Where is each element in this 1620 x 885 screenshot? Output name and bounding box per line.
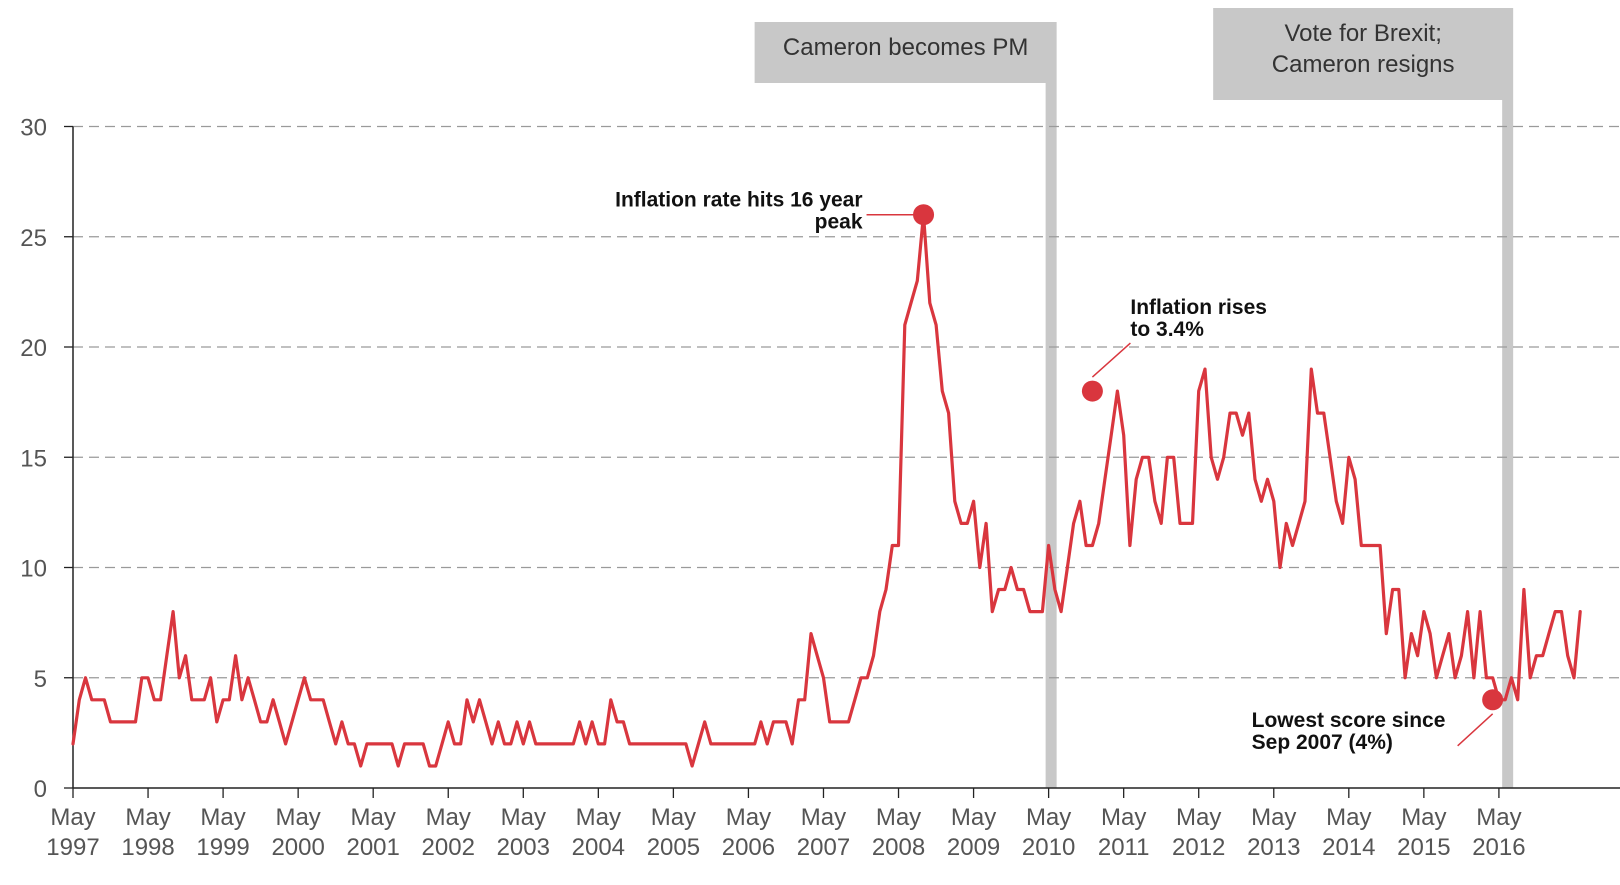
x-tick-year: 2001 (346, 834, 399, 861)
x-tick-year: 1997 (46, 834, 99, 861)
y-tick-label: 15 (20, 445, 47, 472)
x-tick-year: 1998 (121, 834, 174, 861)
axes: 0 5 10 15 20 25 30 May 1997 May 1998 May 1999 May 2000… (20, 115, 1620, 861)
annotation-text: Inflation rate hits 16 year (615, 189, 862, 212)
event-bar (1502, 100, 1514, 788)
x-tick-year: 2005 (647, 834, 700, 861)
x-tick-year: 1999 (196, 834, 249, 861)
x-tick-month: May (801, 804, 846, 831)
x-tick-year: 2002 (422, 834, 475, 861)
event-label: Cameron becomes PM (783, 34, 1028, 61)
x-tick-month: May (651, 804, 696, 831)
x-tick-month: May (1101, 804, 1146, 831)
event-label: Vote for Brexit; (1284, 20, 1441, 47)
x-tick-month: May (576, 804, 621, 831)
x-tick-month: May (200, 804, 245, 831)
x-tick-month: May (1476, 804, 1521, 831)
event-label: Cameron resigns (1272, 51, 1455, 78)
x-tick-year: 2016 (1472, 834, 1525, 861)
annotation-leader (1457, 713, 1494, 747)
x-tick-year: 2006 (722, 834, 775, 861)
x-tick-month: May (1251, 804, 1296, 831)
y-tick-label: 30 (20, 115, 47, 142)
y-tick-label: 0 (34, 776, 47, 803)
x-tick-month: May (426, 804, 471, 831)
x-tick-year: 2010 (1022, 834, 1075, 861)
event-markers: Cameron becomes PM Vote for Brexit; Camero… (754, 8, 1514, 788)
x-tick-month: May (1026, 804, 1071, 831)
x-tick-month: May (275, 804, 320, 831)
x-tick-month: May (1176, 804, 1221, 831)
y-tick-label: 10 (20, 556, 47, 583)
annotation-leader (1091, 342, 1131, 378)
y-tick-label: 5 (34, 666, 47, 693)
x-tick-year: 2000 (271, 834, 324, 861)
x-tick-year: 2012 (1172, 834, 1225, 861)
annotation-point (1081, 380, 1103, 402)
event-bar (1045, 83, 1057, 788)
annotation-text: peak (815, 211, 863, 234)
x-tick-month: May (951, 804, 996, 831)
annotation-text: to 3.4% (1130, 318, 1204, 341)
annotation-text: Inflation rises (1130, 296, 1267, 319)
event-label-box (1213, 8, 1514, 100)
x-tick-month: May (50, 804, 95, 831)
series-line (71, 213, 1582, 768)
x-tick-month: May (501, 804, 546, 831)
gridlines (73, 125, 1620, 679)
x-tick-year: 2003 (497, 834, 550, 861)
y-tick-label: 20 (20, 335, 47, 362)
x-tick-year: 2007 (797, 834, 850, 861)
x-tick-year: 2011 (1098, 834, 1150, 861)
x-tick-year: 2013 (1247, 834, 1300, 861)
event-label-box (754, 22, 1057, 83)
x-tick-month: May (1401, 804, 1446, 831)
x-tick-month: May (876, 804, 921, 831)
annotation-text: Lowest score since (1252, 709, 1446, 732)
annotation-text: Sep 2007 (4%) (1252, 731, 1393, 754)
annotation-point (913, 204, 935, 226)
x-tick-year: 2004 (572, 834, 625, 861)
x-tick-year: 2009 (947, 834, 1000, 861)
annotation-point (1482, 689, 1504, 711)
x-tick-month: May (351, 804, 396, 831)
series-line-layer (71, 213, 1582, 768)
x-tick-year: 2015 (1397, 834, 1450, 861)
x-tick-month: May (125, 804, 170, 831)
x-tick-month: May (726, 804, 771, 831)
y-tick-label: 25 (20, 225, 47, 252)
x-tick-year: 2014 (1322, 834, 1375, 861)
x-tick-year: 2008 (872, 834, 925, 861)
x-tick-month: May (1326, 804, 1371, 831)
